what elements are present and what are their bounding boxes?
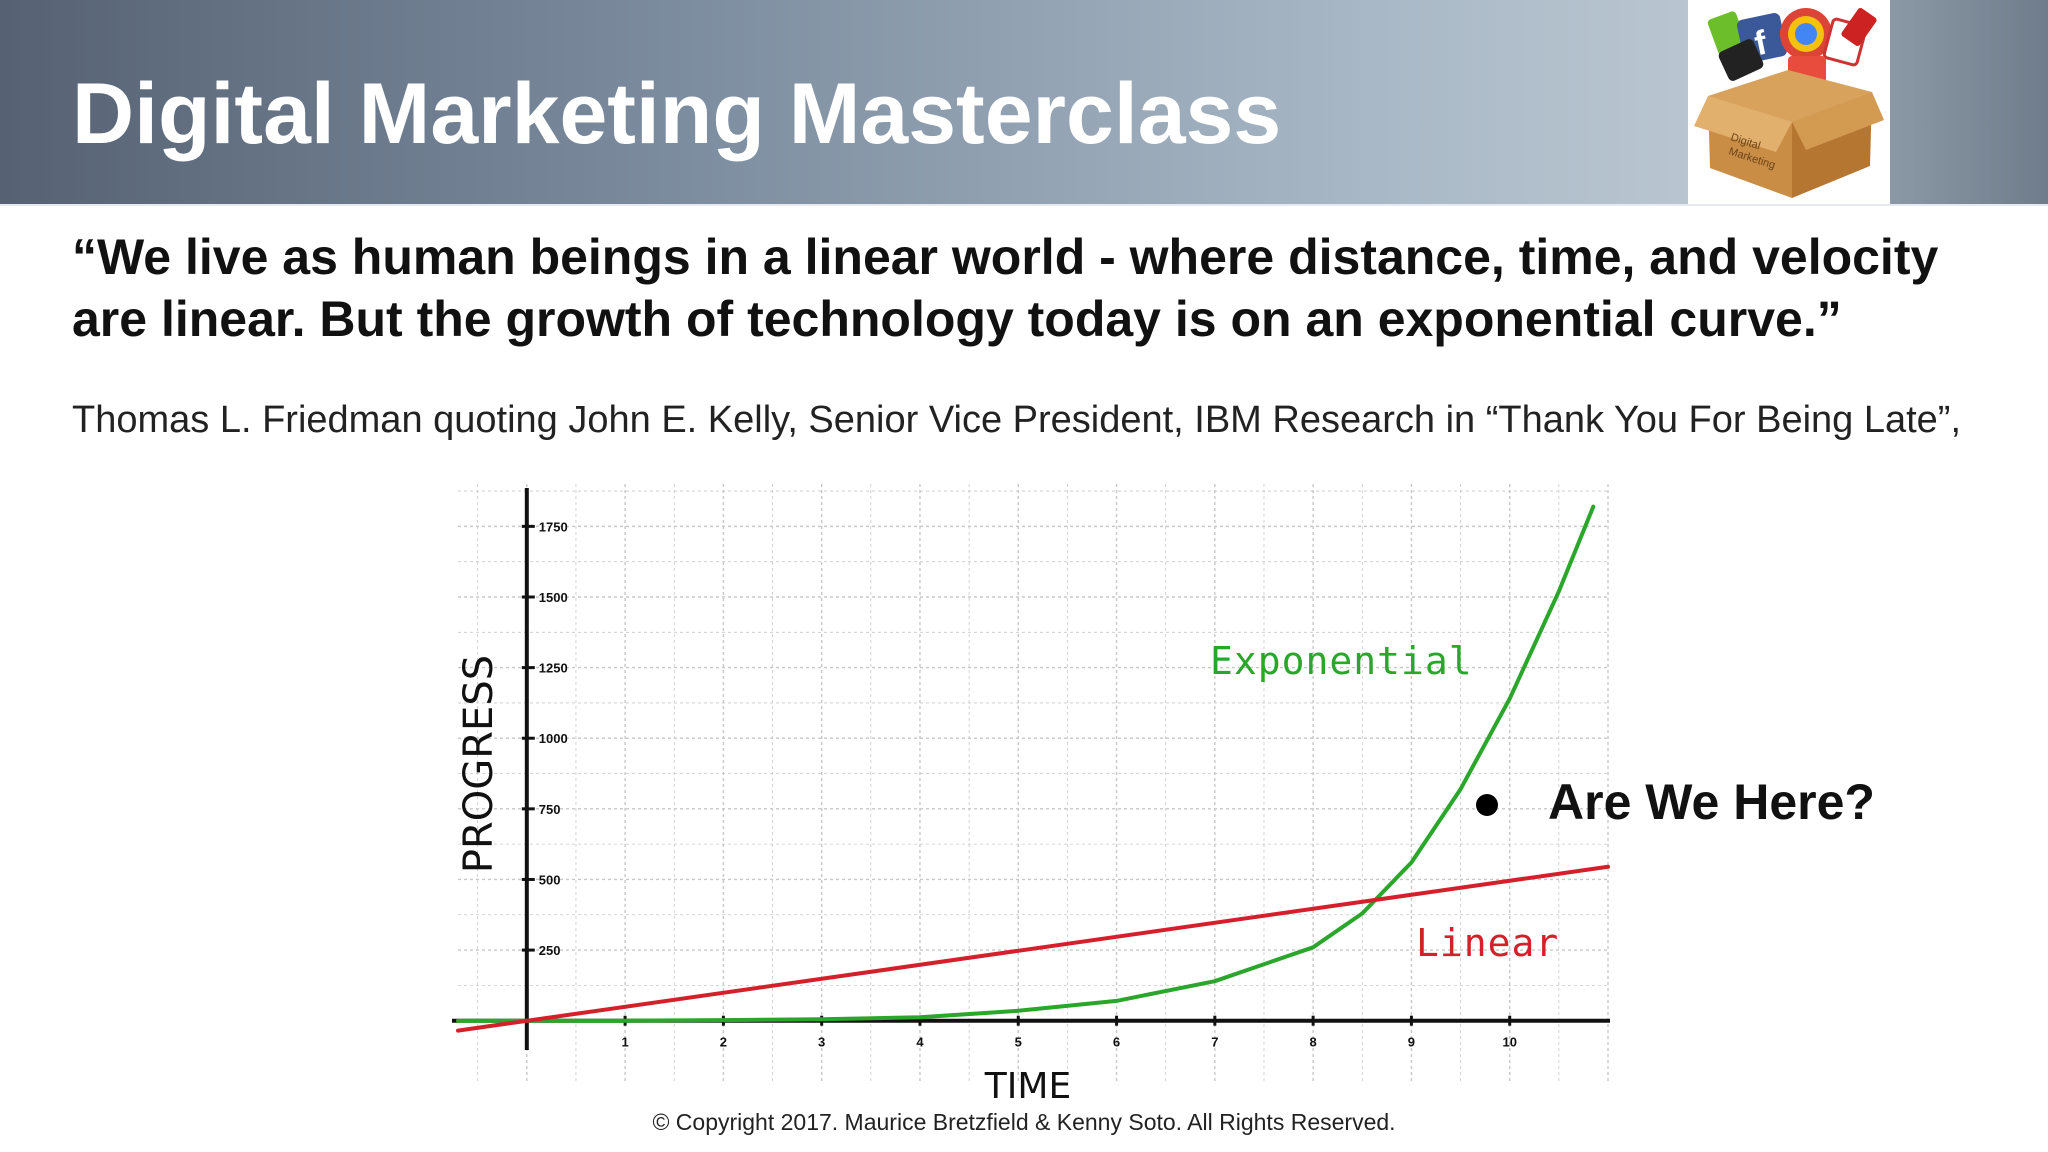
x-tick-label: 2 [720,1035,727,1050]
y-tick-label: 1750 [539,519,568,534]
y-tick-label: 1000 [539,731,568,746]
x-tick-label: 6 [1113,1035,1120,1050]
y-axis-title: PROGRESS [456,655,502,873]
x-axis-title: TIME [984,1066,1071,1104]
y-tick-label: 1250 [539,661,568,676]
progress-chart: 1 2 3 4 5 6 7 8 9 10 250 500 750 1000 1250 1500 1750 Exp… [452,484,1610,1104]
chart-grid [458,484,1609,1084]
series-line-linear [456,864,1610,1033]
series-label-linear: Linear [1416,921,1559,965]
x-tick-label: 10 [1502,1035,1516,1050]
quote-text: “We live as human beings in a linear wor… [72,229,1939,347]
chart-ticks: 1 2 3 4 5 6 7 8 9 10 250 500 750 1000 1250 1500 1750 [521,519,1517,1050]
quote-attribution: Thomas L. Friedman quoting John E. Kelly… [72,399,1962,441]
header-side-band [1890,0,2048,204]
digital-marketing-box-logo-icon: f Digital Marketing [1694,7,1884,198]
x-tick-label: 7 [1211,1035,1218,1050]
y-tick-label: 250 [539,943,561,958]
x-tick-label: 4 [916,1035,924,1050]
annotation-label: Are We Here? [1548,774,1875,830]
x-tick-label: 9 [1408,1035,1415,1050]
x-tick-label: 5 [1015,1035,1022,1050]
y-tick-label: 1500 [539,590,568,605]
annotation-marker [1476,794,1498,816]
copyright-notice: © Copyright 2017. Maurice Bretzfield & K… [652,1109,1396,1135]
x-tick-label: 1 [621,1035,628,1050]
slide-title: Digital Marketing Masterclass [72,66,1282,162]
logo: f Digital Marketing [1688,0,1890,204]
y-tick-label: 750 [539,802,561,817]
chart-labels: Exponential Linear TIME PROGRESS [456,639,1559,1104]
slide-header: Digital Marketing Masterclass f Digital … [0,0,2048,206]
y-tick-label: 500 [539,872,561,887]
series-line-exponential [456,504,1596,1023]
x-tick-label: 8 [1310,1035,1317,1050]
x-tick-label: 3 [818,1035,825,1050]
chart-series [456,504,1610,1033]
series-label-exponential: Exponential [1210,639,1473,683]
